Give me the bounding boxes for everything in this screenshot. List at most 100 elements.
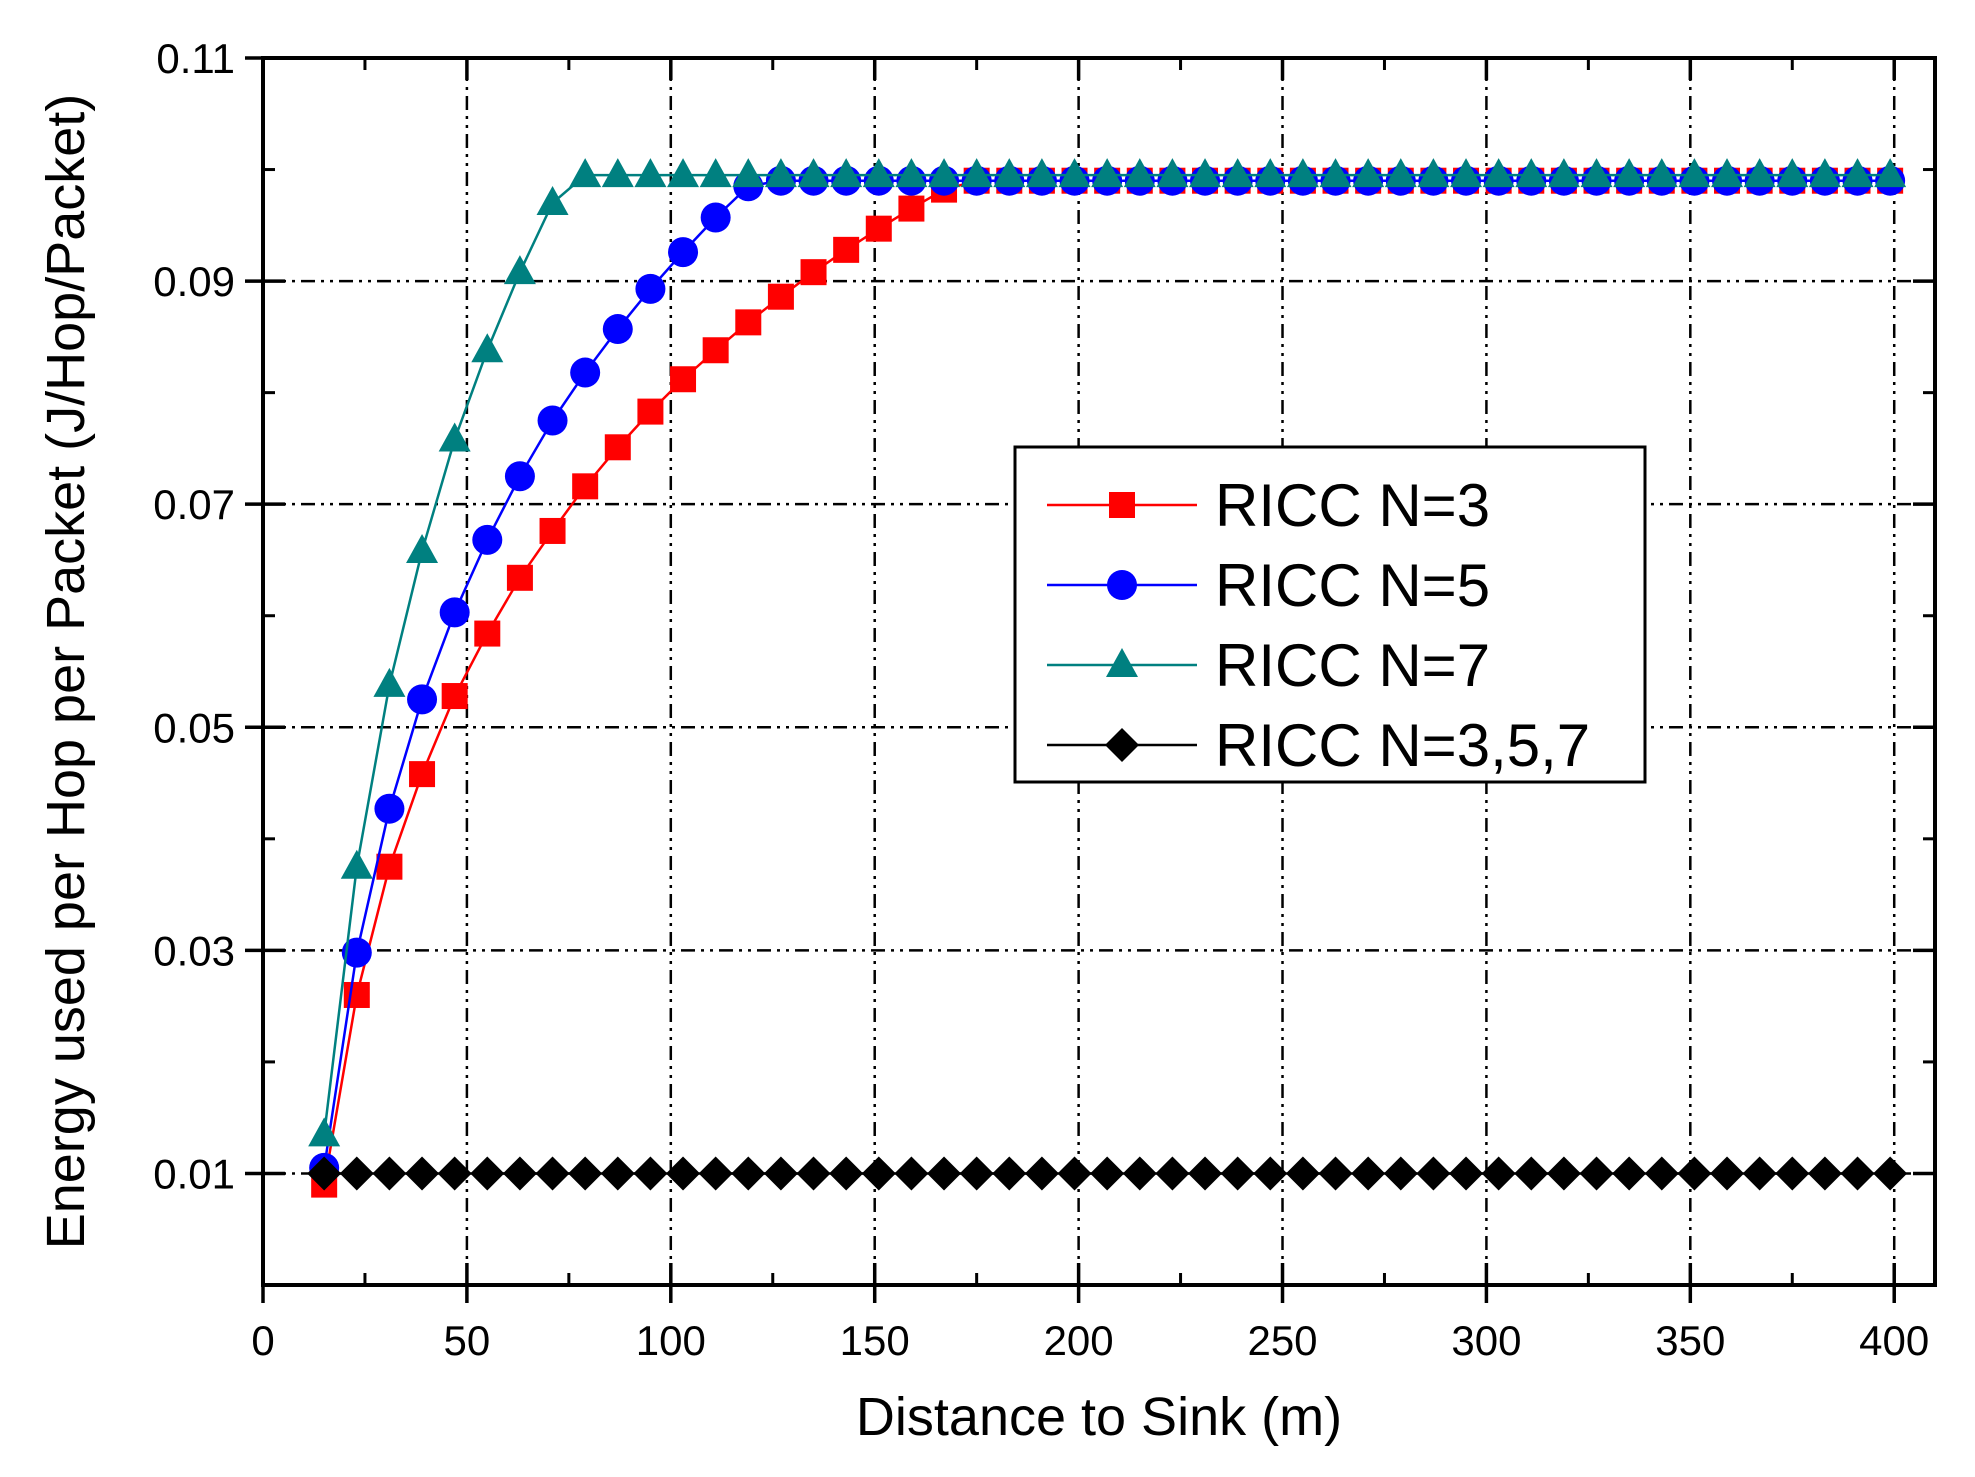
data-point <box>1090 1156 1125 1191</box>
data-point <box>1220 1156 1255 1191</box>
data-point <box>1319 158 1352 188</box>
data-point <box>568 1156 603 1191</box>
data-point <box>895 158 928 188</box>
x-tick-label: 400 <box>1859 1317 1929 1364</box>
data-point <box>1025 158 1058 188</box>
data-point <box>1613 158 1646 188</box>
data-point <box>1024 1156 1059 1191</box>
y-tick-label: 0.07 <box>153 481 235 528</box>
data-point <box>506 564 533 591</box>
data-point <box>1189 158 1222 188</box>
legend-marker <box>1105 728 1139 762</box>
y-tick-label: 0.01 <box>153 1150 235 1197</box>
data-point <box>1547 158 1580 188</box>
data-point <box>1156 158 1189 188</box>
legend-marker <box>1106 648 1138 677</box>
data-point <box>1188 1156 1223 1191</box>
data-point <box>1481 1156 1516 1191</box>
data-point <box>993 158 1026 188</box>
data-point <box>700 202 731 233</box>
data-point <box>1580 158 1613 188</box>
data-point <box>474 620 501 647</box>
legend-label: RICC N=7 <box>1215 632 1490 699</box>
legend-label: RICC N=3,5,7 <box>1215 712 1590 779</box>
data-point <box>1775 1156 1810 1191</box>
data-point <box>833 236 860 263</box>
data-point <box>1318 1156 1353 1191</box>
data-point <box>894 1156 929 1191</box>
data-point <box>537 405 568 436</box>
data-point <box>602 314 633 345</box>
legend-entry: RICC N=3,5,7 <box>1047 712 1590 779</box>
x-tick-label: 150 <box>840 1317 910 1364</box>
data-point <box>1515 158 1548 188</box>
data-point <box>409 761 436 788</box>
data-point <box>865 215 892 242</box>
data-point <box>1873 1156 1908 1191</box>
data-point <box>570 357 601 388</box>
x-tick-label: 300 <box>1451 1317 1521 1364</box>
data-point <box>959 1156 994 1191</box>
data-point <box>307 1156 342 1191</box>
data-point <box>764 158 797 188</box>
data-point <box>1840 1156 1875 1191</box>
data-point <box>343 981 370 1008</box>
data-point <box>502 1156 537 1191</box>
data-point <box>1677 1156 1712 1191</box>
data-point <box>1253 1156 1288 1191</box>
plot-frame <box>261 56 1937 1287</box>
y-tick-label: 0.11 <box>156 35 235 82</box>
data-point <box>1383 1156 1418 1191</box>
data-point <box>668 237 699 268</box>
data-point <box>1450 158 1483 188</box>
data-point <box>702 337 729 364</box>
data-point <box>767 283 794 310</box>
data-point <box>1416 1156 1451 1191</box>
data-point <box>797 158 830 188</box>
x-tick-label: 100 <box>636 1317 706 1364</box>
legend-marker <box>1109 492 1135 518</box>
legend-label: RICC N=3 <box>1215 472 1490 539</box>
legend-label: RICC N=5 <box>1215 552 1490 619</box>
data-point <box>667 158 700 188</box>
data-point <box>339 1156 374 1191</box>
data-point <box>1122 1156 1157 1191</box>
data-point <box>601 158 634 188</box>
data-point <box>1579 1156 1614 1191</box>
data-point <box>437 1156 472 1191</box>
legend-marker <box>1107 570 1137 600</box>
data-point <box>1384 158 1417 188</box>
data-point <box>1417 158 1450 188</box>
legend: RICC N=3 RICC N=5 RICC N=7 RICC N=3,5,7 <box>1013 445 1647 784</box>
data-point <box>407 684 438 715</box>
data-point <box>405 1156 440 1191</box>
data-point <box>633 1156 668 1191</box>
data-point <box>735 309 762 336</box>
data-point <box>472 524 503 555</box>
data-point <box>1254 158 1287 188</box>
data-point <box>1514 1156 1549 1191</box>
data-point <box>1351 1156 1386 1191</box>
data-point <box>992 1156 1027 1191</box>
data-point <box>406 534 439 564</box>
data-point <box>341 937 372 968</box>
data-point <box>604 434 631 461</box>
series-3 <box>307 1156 1908 1191</box>
data-point <box>1743 158 1776 188</box>
data-point <box>1808 158 1841 188</box>
data-point <box>1449 1156 1484 1191</box>
y-axis-title: Energy used per Hop per Packet (J/Hop/Pa… <box>36 94 96 1250</box>
data-point <box>374 793 405 824</box>
data-point <box>1612 1156 1647 1191</box>
data-point <box>732 158 765 188</box>
data-point <box>670 366 697 393</box>
data-point <box>535 1156 570 1191</box>
data-point <box>898 195 925 222</box>
y-tick-label: 0.05 <box>153 704 235 751</box>
data-point <box>1057 1156 1092 1191</box>
data-point <box>1058 158 1091 188</box>
x-tick-label: 0 <box>251 1317 274 1364</box>
data-point <box>763 1156 798 1191</box>
data-point <box>861 1156 896 1191</box>
